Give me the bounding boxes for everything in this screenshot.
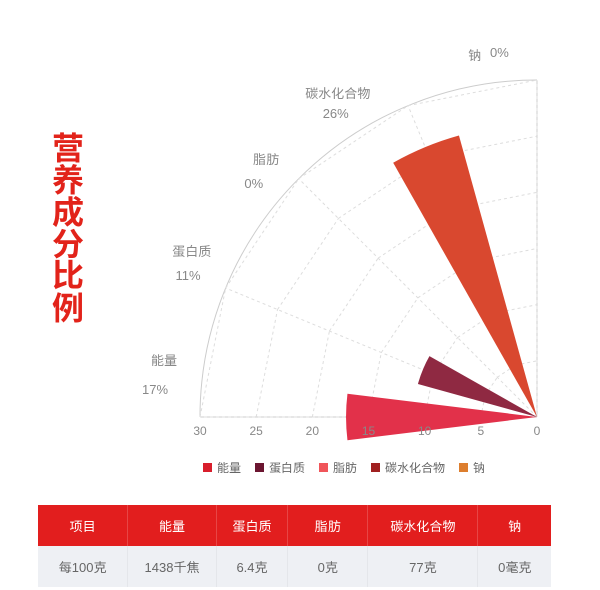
- svg-text:碳水化合物: 碳水化合物: [305, 86, 370, 101]
- svg-text:0: 0: [534, 424, 541, 438]
- svg-text:15: 15: [362, 424, 376, 438]
- svg-text:17%: 17%: [142, 382, 168, 397]
- svg-text:5: 5: [477, 424, 484, 438]
- svg-text:钠: 钠: [468, 48, 481, 63]
- svg-text:10: 10: [418, 424, 432, 438]
- svg-text:能量: 能量: [151, 353, 177, 368]
- svg-text:脂肪: 脂肪: [253, 152, 279, 167]
- svg-text:30: 30: [193, 424, 207, 438]
- svg-text:26%: 26%: [323, 106, 349, 121]
- svg-text:0%: 0%: [244, 176, 263, 191]
- svg-text:蛋白质: 蛋白质: [172, 244, 211, 259]
- svg-text:11%: 11%: [176, 268, 201, 283]
- svg-text:0%: 0%: [490, 45, 509, 60]
- svg-text:20: 20: [306, 424, 320, 438]
- svg-text:25: 25: [249, 424, 263, 438]
